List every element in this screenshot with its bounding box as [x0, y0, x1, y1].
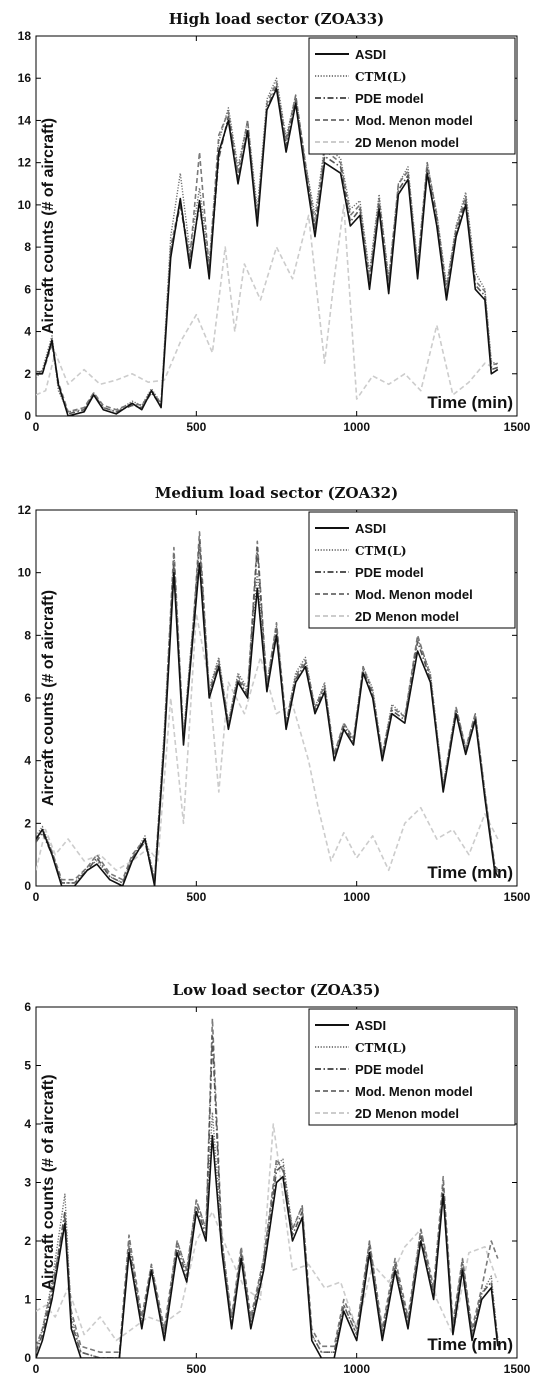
- chart-panel-0: High load sector (ZOA33) 0 2 4 6 8 10 12 14 16 18 0…: [18, 10, 531, 434]
- series-line-2d-menon-model: [36, 612, 499, 872]
- series-line-pde-model: [36, 540, 499, 884]
- series-line-ctm-l-: [36, 77, 499, 413]
- y-tick-label: 3: [24, 1176, 31, 1190]
- chart-panel-2: Low load sector (ZOA35) 0 1 2 3 4 5 6 0 500 1000 15…: [24, 981, 530, 1376]
- x-tick-label: 1500: [504, 420, 531, 434]
- plot-frame: [35, 35, 518, 417]
- y-tick-label: 8: [24, 628, 31, 642]
- y-tick-label: 0: [24, 879, 31, 893]
- x-tick-label: 0: [33, 420, 40, 434]
- y-axis-label: Aircraft counts (# of aircraft): [40, 118, 57, 334]
- legend-label: PDE model: [355, 91, 424, 106]
- series-group: [36, 531, 499, 886]
- legend-box: [308, 37, 516, 155]
- y-tick-label: 12: [18, 503, 32, 517]
- y-tick-label: 8: [24, 240, 31, 254]
- legend-box: [308, 511, 516, 629]
- legend-label: Mod. Menon model: [355, 113, 473, 128]
- x-tick-label: 500: [186, 1362, 206, 1376]
- legend-label: Mod. Menon model: [355, 587, 473, 602]
- y-tick-label: 4: [24, 1117, 31, 1131]
- legend-label: ASDI: [355, 47, 386, 62]
- x-tick-label: 0: [33, 890, 40, 904]
- x-tick-label: 500: [186, 890, 206, 904]
- series-line-ctm-l-: [36, 543, 499, 884]
- y-tick-label: 6: [24, 282, 31, 296]
- y-axis-label: Aircraft counts (# of aircraft): [40, 590, 57, 806]
- y-tick-label: 6: [24, 691, 31, 705]
- x-axis-label: Time (min): [427, 863, 513, 882]
- x-tick-label: 1500: [504, 1362, 531, 1376]
- chart-title: High load sector (ZOA33): [169, 10, 385, 28]
- y-tick-label: 2: [24, 816, 31, 830]
- x-tick-label: 1000: [343, 1362, 370, 1376]
- y-tick-label: 10: [18, 566, 32, 580]
- y-tick-label: 5: [24, 1059, 31, 1073]
- series-line-asdi: [36, 1134, 499, 1358]
- x-tick-label: 1500: [504, 890, 531, 904]
- legend: ASDI CTM(L) PDE model Mod. Menon model 2D Me…: [308, 1008, 516, 1126]
- legend-label: ASDI: [355, 521, 386, 536]
- series-line-asdi: [36, 562, 499, 886]
- x-tick-label: 0: [33, 1362, 40, 1376]
- chart-title: Medium load sector (ZOA32): [155, 484, 398, 502]
- y-tick-label: 0: [24, 1351, 31, 1365]
- y-tick-label: 10: [18, 198, 32, 212]
- legend: ASDI CTM(L) PDE model Mod. Menon model 2D Me…: [308, 511, 516, 629]
- y-tick-label: 0: [24, 409, 31, 423]
- legend-label: CTM(L): [355, 544, 407, 558]
- series-group: [36, 77, 499, 416]
- legend-label: 2D Menon model: [355, 1106, 459, 1121]
- legend-label: CTM(L): [355, 70, 407, 84]
- chart-title: Low load sector (ZOA35): [173, 981, 381, 999]
- legend: ASDI CTM(L) PDE model Mod. Menon model 2D Me…: [308, 37, 516, 155]
- series-line-asdi: [36, 88, 499, 416]
- legend-label: ASDI: [355, 1018, 386, 1033]
- y-tick-label: 1: [24, 1293, 31, 1307]
- series-line-pde-model: [36, 85, 499, 415]
- y-tick-label: 2: [24, 367, 31, 381]
- x-tick-label: 500: [186, 420, 206, 434]
- x-axis-label: Time (min): [427, 1335, 513, 1354]
- y-tick-label: 4: [24, 754, 31, 768]
- legend-box: [308, 1008, 516, 1126]
- x-axis-label: Time (min): [427, 393, 513, 412]
- y-tick-label: 2: [24, 1234, 31, 1248]
- y-tick-label: 4: [24, 325, 31, 339]
- chart-panel-1: Medium load sector (ZOA32) 0 2 4 6 8 10 12 0 500 1…: [18, 484, 531, 904]
- x-tick-label: 1000: [343, 420, 370, 434]
- legend-label: 2D Menon model: [355, 609, 459, 624]
- y-axis-label: Aircraft counts (# of aircraft): [40, 1074, 57, 1290]
- legend-label: 2D Menon model: [355, 135, 459, 150]
- y-tick-label: 12: [18, 156, 32, 170]
- y-tick-label: 16: [18, 71, 32, 85]
- legend-label: PDE model: [355, 1062, 424, 1077]
- series-line-mod-menon-model: [36, 81, 499, 413]
- series-line-2d-menon-model: [36, 1123, 499, 1342]
- series-line-pde-model: [36, 1035, 499, 1358]
- y-tick-label: 6: [24, 1000, 31, 1014]
- y-tick-label: 18: [18, 29, 32, 43]
- legend-label: PDE model: [355, 565, 424, 580]
- y-tick-label: 14: [18, 113, 32, 127]
- series-line-2d-menon-model: [36, 204, 499, 400]
- series-group: [36, 1017, 499, 1358]
- legend-label: CTM(L): [355, 1041, 407, 1055]
- legend-label: Mod. Menon model: [355, 1084, 473, 1099]
- x-tick-label: 1000: [343, 890, 370, 904]
